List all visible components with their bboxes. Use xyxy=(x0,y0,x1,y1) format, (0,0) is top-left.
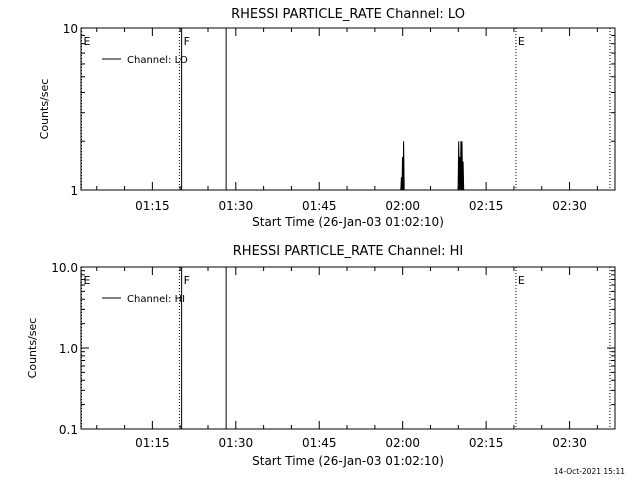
x-tick-label: 02:30 xyxy=(552,199,587,213)
chart-panel-lo: RHESSI PARTICLE_RATE Channel: LO Counts/s… xyxy=(38,7,616,229)
x-tick-label: 01:15 xyxy=(135,199,170,213)
x-tick-label: 02:30 xyxy=(552,436,587,450)
x-tick-label: 02:15 xyxy=(469,199,504,213)
event-marker-label: E xyxy=(84,274,91,287)
chart-panel-hi: RHESSI PARTICLE_RATE Channel: HI Counts/s… xyxy=(26,244,616,468)
x-tick-label: 01:45 xyxy=(302,436,337,450)
y-tick-label: 10.0 xyxy=(51,261,78,275)
x-tick-label: 01:30 xyxy=(219,436,254,450)
y-axis-label: Counts/sec xyxy=(26,318,39,379)
y-tick-label: 1 xyxy=(70,184,78,198)
y-tick-label: 0.1 xyxy=(59,423,78,437)
event-marker-label: E xyxy=(518,35,525,48)
event-marker-label: F xyxy=(184,35,190,48)
chart-panels: RHESSI PARTICLE_RATE Channel: LO Counts/s… xyxy=(26,7,616,468)
x-tick-label: 01:45 xyxy=(302,199,337,213)
x-axis-label: Start Time (26-Jan-03 01:02:10) xyxy=(252,215,444,229)
event-marker-label: F xyxy=(184,274,190,287)
chart-title: RHESSI PARTICLE_RATE Channel: HI xyxy=(233,244,463,259)
y-tick-label: 10 xyxy=(63,22,78,36)
chart-title: RHESSI PARTICLE_RATE Channel: LO xyxy=(231,7,465,22)
x-axis-label: Start Time (26-Jan-03 01:02:10) xyxy=(252,454,444,468)
legend-label: Channel: LO xyxy=(127,55,188,66)
event-marker-label: E xyxy=(84,35,91,48)
footer-timestamp: 14-Oct-2021 15:11 xyxy=(554,467,625,476)
x-tick-label: 02:15 xyxy=(469,436,504,450)
legend-label: Channel: HI xyxy=(127,294,185,305)
event-marker-label: E xyxy=(518,274,525,287)
x-tick-label: 02:00 xyxy=(385,199,420,213)
y-axis-label: Counts/sec xyxy=(38,79,51,140)
y-tick-label: 1.0 xyxy=(59,342,78,356)
series-line xyxy=(400,141,465,191)
x-tick-label: 01:30 xyxy=(219,199,254,213)
x-tick-label: 02:00 xyxy=(385,436,420,450)
x-tick-label: 01:15 xyxy=(135,436,170,450)
